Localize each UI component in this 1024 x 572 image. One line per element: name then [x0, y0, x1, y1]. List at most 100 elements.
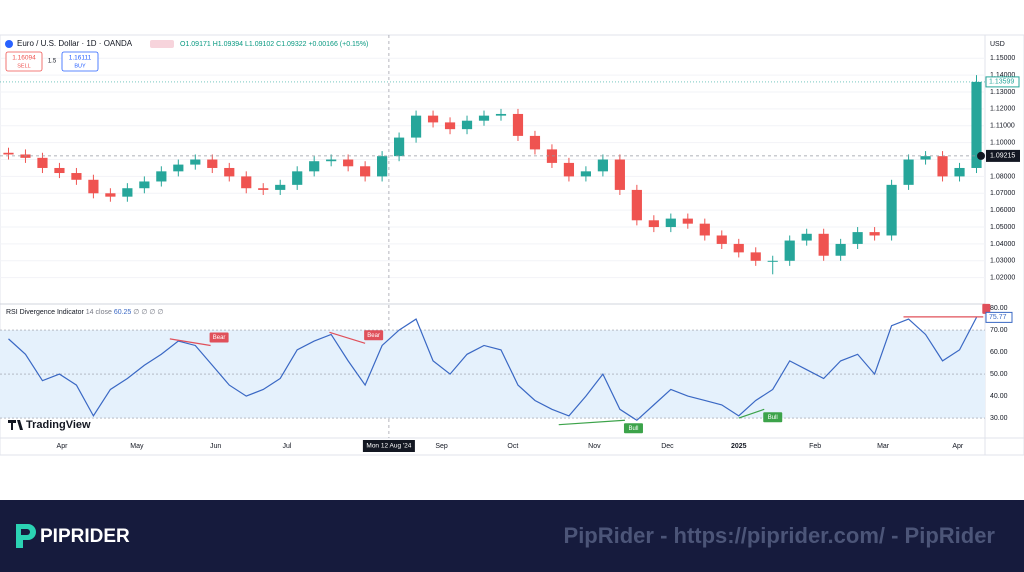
candle-body: [801, 233, 812, 241]
candle-body: [394, 137, 405, 157]
divergence-label: Bull: [768, 415, 778, 421]
y-tick-label: 1.12000: [990, 106, 1015, 113]
last-price-box: [985, 76, 1020, 88]
x-tick-label: May: [130, 443, 144, 450]
candle-body: [614, 159, 625, 190]
crosshair-plus: [977, 151, 985, 160]
symbol-icon: [5, 40, 13, 48]
candle-body: [903, 159, 914, 185]
watermark: PipRider - https://piprider.com/ - PipRi…: [564, 523, 996, 548]
y-tick-label: 40.00: [990, 393, 1008, 400]
candle-body: [784, 240, 795, 261]
rsi-title: RSI Divergence Indicator: [6, 309, 84, 316]
y-tick-label: 1.04000: [990, 241, 1015, 248]
candle-body: [767, 260, 778, 262]
candle-body: [343, 159, 354, 167]
candle-body: [122, 188, 133, 197]
candle-body: [546, 149, 558, 163]
candle-body: [444, 122, 456, 130]
candle-body: [733, 243, 744, 253]
logo-text: TradingView: [26, 419, 91, 431]
divergence-line: [329, 331, 366, 344]
buy-button[interactable]: [61, 51, 99, 72]
y-tick-label: 1.06000: [990, 207, 1015, 214]
crosshair-time-label: Mon 12 Aug '24: [366, 443, 411, 450]
candle-body: [326, 159, 337, 162]
y-tick-label: 1.05000: [990, 224, 1015, 231]
candle-body: [292, 171, 303, 185]
ohlc-legend: O1.09171 H1.09394 L1.09102 C1.09322 +0.0…: [180, 41, 368, 48]
sell-button[interactable]: [5, 51, 43, 72]
candle-body: [427, 115, 439, 123]
candle-body: [156, 171, 167, 182]
candle-body: [818, 233, 829, 256]
candle-body: [139, 181, 150, 189]
y-tick-label: 80.00: [990, 305, 1008, 312]
x-tick-label: Feb: [809, 443, 821, 450]
brand-name: PIPRIDER: [40, 526, 130, 547]
y-tick-label: 30.00: [990, 415, 1008, 422]
currency-label: USD: [990, 41, 1005, 48]
candle-body: [71, 173, 82, 180]
rsi-last-box: [985, 311, 1013, 323]
candle-body: [665, 218, 676, 228]
candle-body: [410, 115, 422, 138]
candle-body: [241, 176, 252, 189]
sell-label: SELL: [17, 63, 30, 69]
x-tick-label: Apr: [952, 443, 964, 450]
candle-body: [309, 161, 320, 172]
candle-body: [377, 156, 388, 177]
symbol-title: Euro / U.S. Dollar · 1D · OANDA: [17, 39, 133, 48]
candle-body: [461, 120, 473, 130]
rsi-last-label: 75.77: [989, 314, 1007, 321]
divergence-tag: [364, 330, 384, 341]
y-tick-label: 1.08000: [990, 173, 1015, 180]
candle-body: [88, 179, 99, 194]
candle-body: [105, 193, 116, 197]
y-tick-label: 1.03000: [990, 258, 1015, 265]
candle-body: [54, 167, 65, 174]
candle-body: [937, 156, 948, 177]
divergence-label: Bull: [628, 426, 638, 432]
x-tick-label: Nov: [588, 443, 601, 450]
sell-price: 1.16094: [12, 55, 36, 62]
candle-body: [478, 115, 490, 121]
spread: 1.5: [48, 59, 57, 65]
y-tick-label: 1.15000: [990, 55, 1015, 62]
rsi-params: 14 close: [86, 309, 112, 316]
logo-mark: [8, 420, 23, 430]
divergence-line: [738, 408, 765, 419]
candle-body: [258, 188, 269, 190]
divergence-line: [169, 338, 211, 347]
candle-body: [495, 113, 507, 116]
candle-body: [852, 232, 863, 244]
candle-body: [173, 164, 184, 172]
y-tick-label: 1.07000: [990, 190, 1015, 197]
divergence-label: Bear: [367, 333, 380, 339]
x-tick-label: Mar: [877, 443, 890, 450]
x-tick-label: Sep: [435, 443, 448, 450]
x-tick-label: 2025: [731, 443, 747, 450]
candle-body: [360, 166, 371, 177]
plot-layer: Bear Bear Bull Bull: [0, 35, 991, 438]
buy-label: BUY: [74, 63, 86, 69]
footer: [0, 500, 1024, 572]
candle-body: [954, 167, 965, 177]
x-tick-label: Jun: [210, 443, 221, 450]
candle-body: [869, 232, 880, 236]
rsi-legend: RSI Divergence Indicator 14 close 60.25 …: [6, 309, 164, 316]
candle-body: [682, 218, 693, 224]
x-tick-label: Dec: [661, 443, 674, 450]
y-tick-label: 1.14000: [990, 72, 1015, 79]
candle-body: [37, 157, 48, 168]
candle-body: [699, 223, 710, 236]
candle-body: [631, 189, 642, 221]
x-tick-label: Jul: [283, 443, 292, 450]
candle-body: [886, 184, 897, 236]
y-tick-label: 1.11000: [990, 123, 1015, 130]
candle-body: [716, 235, 727, 244]
candle-body: [563, 162, 575, 177]
divergence-tag: [763, 412, 783, 423]
